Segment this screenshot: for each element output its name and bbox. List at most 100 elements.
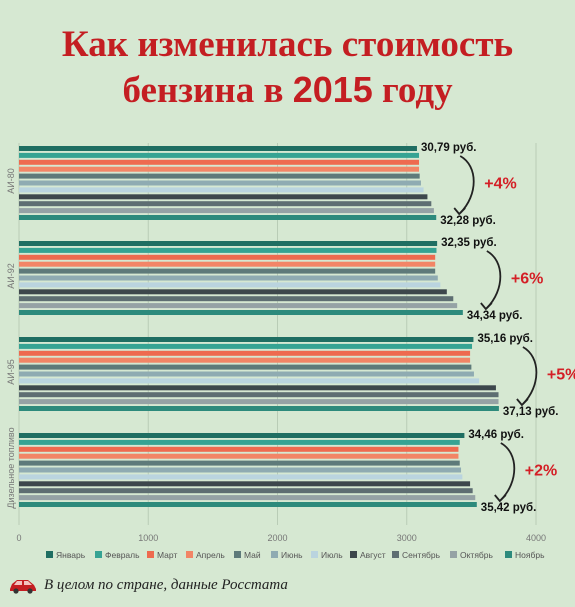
bar bbox=[19, 385, 496, 391]
change-arrow bbox=[459, 155, 475, 214]
change-arrow bbox=[500, 442, 516, 501]
bar bbox=[19, 282, 441, 288]
title-line-2-suffix: году bbox=[372, 70, 453, 111]
bar bbox=[19, 453, 459, 459]
bar bbox=[19, 159, 420, 165]
bar bbox=[19, 364, 472, 370]
car-logo-icon bbox=[8, 577, 38, 600]
legend-swatch bbox=[46, 551, 53, 558]
change-arrow bbox=[522, 346, 538, 405]
bar bbox=[19, 502, 477, 507]
bar bbox=[19, 481, 471, 487]
bar bbox=[19, 392, 499, 398]
footer-source-note: В целом по стране, данные Росстата bbox=[44, 577, 288, 593]
legend-label: Июль bbox=[321, 550, 343, 560]
bar bbox=[19, 495, 476, 501]
category-label: АИ-80 bbox=[6, 168, 16, 193]
legend-swatch bbox=[271, 551, 278, 558]
x-tick-label: 0 bbox=[16, 533, 21, 543]
legend-swatch bbox=[186, 551, 193, 558]
legend-swatch bbox=[95, 551, 102, 558]
arrow-head-icon bbox=[480, 302, 493, 311]
legend-swatch bbox=[234, 551, 241, 558]
category-label: АИ-92 bbox=[6, 263, 16, 288]
legend-label: Февраль bbox=[105, 550, 140, 560]
legend-swatch bbox=[147, 551, 154, 558]
end-value-label: 37,13 руб. bbox=[503, 406, 559, 418]
legend-label: Ноябрь bbox=[515, 550, 545, 560]
bar bbox=[19, 303, 458, 309]
bar bbox=[19, 152, 420, 158]
bar bbox=[19, 446, 459, 452]
x-tick-label: 3000 bbox=[397, 533, 417, 543]
bar bbox=[19, 474, 463, 480]
legend-label: Октябрь bbox=[460, 550, 494, 560]
legend-label: Август bbox=[360, 550, 386, 560]
title-year: 2015 bbox=[292, 69, 373, 110]
legend-label: Апрель bbox=[196, 550, 225, 560]
bar bbox=[19, 371, 474, 377]
bar bbox=[19, 343, 473, 349]
bar bbox=[19, 310, 463, 315]
legend-swatch bbox=[392, 551, 399, 558]
chart-title: Как изменилась стоимость бензина в 2015 … bbox=[0, 22, 575, 113]
bar bbox=[19, 378, 480, 384]
bar bbox=[19, 337, 474, 342]
legend-swatch bbox=[311, 551, 318, 558]
title-line-2-prefix: бензина в bbox=[122, 70, 293, 111]
bar bbox=[19, 241, 438, 246]
end-value-label: 32,28 руб. bbox=[440, 215, 496, 227]
legend-label: Январь bbox=[56, 550, 86, 560]
bar bbox=[19, 296, 454, 302]
bar bbox=[19, 399, 499, 405]
bar bbox=[19, 201, 432, 207]
arrow-head-icon bbox=[453, 207, 466, 216]
percent-change-label: +2% bbox=[525, 463, 557, 480]
bar bbox=[19, 166, 420, 172]
arrow-head-icon bbox=[494, 494, 507, 503]
bar bbox=[19, 254, 436, 260]
percent-change-label: +6% bbox=[511, 271, 543, 288]
bar bbox=[19, 215, 437, 220]
start-value-label: 30,79 руб. bbox=[421, 142, 477, 154]
x-tick-label: 4000 bbox=[526, 533, 546, 543]
bar bbox=[19, 275, 438, 281]
bar bbox=[19, 350, 471, 356]
legend-swatch bbox=[505, 551, 512, 558]
bar bbox=[19, 357, 471, 363]
legend-label: Май bbox=[244, 550, 261, 560]
bar bbox=[19, 180, 421, 186]
x-tick-label: 2000 bbox=[267, 533, 287, 543]
legend-swatch bbox=[450, 551, 457, 558]
bar bbox=[19, 406, 499, 411]
bar bbox=[19, 173, 420, 179]
bar bbox=[19, 261, 436, 267]
change-arrow bbox=[486, 250, 502, 309]
bar bbox=[19, 194, 428, 200]
bar bbox=[19, 268, 436, 274]
percent-change-label: +5% bbox=[547, 367, 575, 384]
bar bbox=[19, 247, 437, 253]
start-value-label: 34,46 руб. bbox=[468, 429, 524, 441]
legend-label: Март bbox=[157, 550, 177, 560]
legend-swatch bbox=[350, 551, 357, 558]
start-value-label: 35,16 руб. bbox=[477, 333, 533, 345]
title-line-1: Как изменилась стоимость bbox=[61, 24, 514, 65]
start-value-label: 32,35 руб. bbox=[441, 237, 497, 249]
bar bbox=[19, 467, 462, 473]
bar bbox=[19, 488, 473, 494]
arrow-head-icon bbox=[516, 398, 529, 407]
legend-label: Сентябрь bbox=[402, 550, 441, 560]
bar bbox=[19, 433, 465, 438]
bar bbox=[19, 187, 424, 193]
bar bbox=[19, 289, 447, 295]
percent-change-label: +4% bbox=[484, 176, 516, 193]
bar bbox=[19, 460, 460, 466]
bar bbox=[19, 208, 434, 214]
bar bbox=[19, 439, 460, 445]
legend-label: Июнь bbox=[281, 550, 303, 560]
bar bbox=[19, 146, 417, 151]
category-label: Дизельное топливо bbox=[6, 427, 16, 508]
end-value-label: 35,42 руб. bbox=[481, 502, 537, 514]
